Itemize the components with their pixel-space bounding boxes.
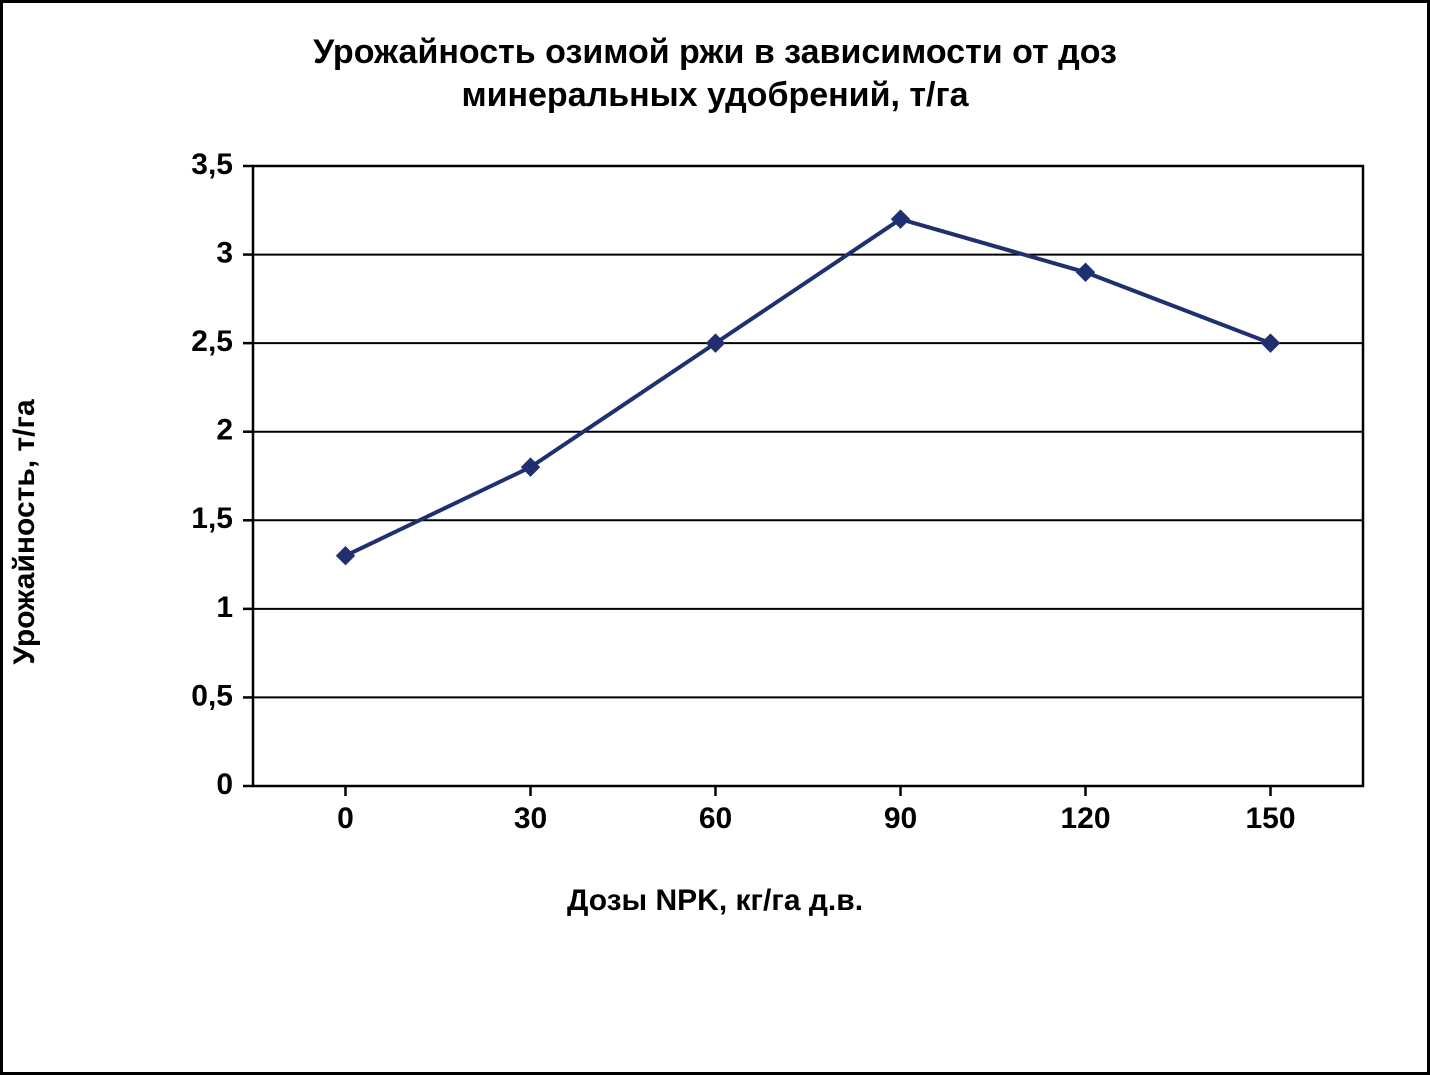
x-tick-label: 30 (514, 802, 547, 835)
y-tick-label: 2,5 (191, 325, 233, 358)
chart-area: Урожайность, т/га 00,511,522,533,5030609… (43, 146, 1387, 918)
data-marker (1262, 334, 1280, 352)
chart-title-line1: Урожайность озимой ржи в зависимости от … (313, 33, 1117, 71)
plot-svg-holder: 0 0,5 1 1,5 2 2,5 3 3,5 0 30 60 90 120 150 (163, 146, 1367, 866)
x-tick-label: 0 (337, 802, 354, 835)
y-tick-label: 1 (216, 591, 233, 624)
x-axis-title: Дозы NPK, кг/га д.в. (43, 884, 1387, 918)
x-tick-label: 120 (1060, 802, 1110, 835)
x-tick-label: 90 (884, 802, 917, 835)
plot-svg: 0 0,5 1 1,5 2 2,5 3 3,5 0 30 60 90 120 150 (163, 146, 1383, 866)
y-tick-label: 3 (216, 236, 233, 269)
plot-border (253, 166, 1363, 786)
chart-frame: Урожайность озимой ржи в зависимости от … (0, 0, 1430, 1075)
x-tick-label: 150 (1245, 802, 1295, 835)
data-marker (337, 547, 355, 565)
y-tick-label: 3,5 (191, 148, 233, 181)
y-axis-title: Урожайность, т/га (8, 399, 42, 664)
x-tick-label: 60 (699, 802, 732, 835)
y-tick-label: 1,5 (191, 502, 233, 535)
y-tick-label: 0 (216, 768, 233, 801)
y-tick-label: 2 (216, 414, 233, 447)
data-line (346, 219, 1271, 556)
y-tick-label: 0,5 (191, 679, 233, 712)
chart-title: Урожайность озимой ржи в зависимости от … (190, 31, 1240, 116)
chart-title-line2: минеральных удобрений, т/га (461, 76, 968, 114)
data-marker (1077, 263, 1095, 281)
